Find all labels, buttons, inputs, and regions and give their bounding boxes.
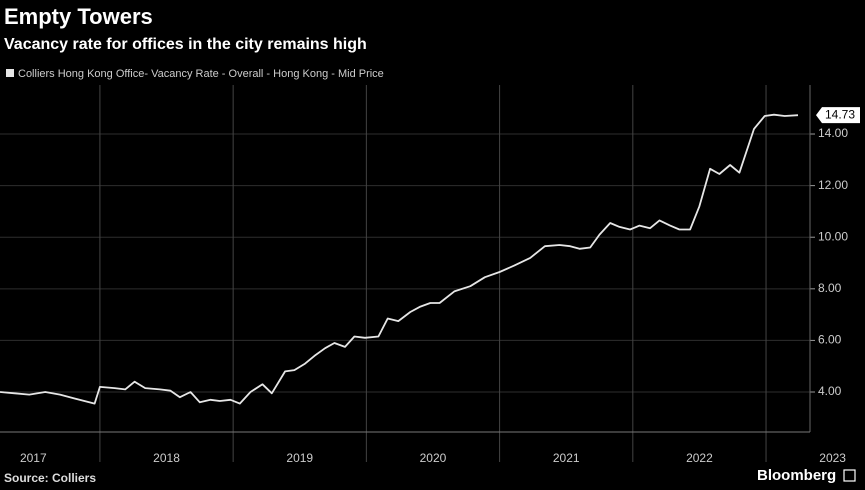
chart-title: Empty Towers <box>4 4 153 29</box>
y-tick-label: 10.00 <box>818 229 848 243</box>
y-tick-label: 8.00 <box>818 281 842 295</box>
x-tick-label: 2020 <box>420 451 447 465</box>
x-tick-label: 2017 <box>20 451 47 465</box>
legend-swatch <box>6 69 14 77</box>
value-label: 14.73 <box>825 107 855 121</box>
brand: Bloomberg <box>757 467 836 484</box>
y-tick-label: 6.00 <box>818 333 842 347</box>
value-label-box <box>816 107 860 124</box>
y-tick-label: 14.00 <box>818 126 848 140</box>
x-tick-label: 2018 <box>153 451 180 465</box>
x-tick-label: 2019 <box>286 451 313 465</box>
chart-subtitle: Vacancy rate for offices in the city rem… <box>4 36 367 53</box>
y-tick-label: 4.00 <box>818 384 842 398</box>
source: Source: Colliers <box>4 471 96 485</box>
x-tick-label: 2023 <box>819 451 846 465</box>
y-tick-label: 12.00 <box>818 178 848 192</box>
brand-icon <box>843 469 856 482</box>
line <box>0 113 799 405</box>
x-tick-label: 2021 <box>553 451 580 465</box>
legend-entry: Colliers Hong Kong Office- Vacancy Rate … <box>18 68 384 80</box>
x-tick-label: 2022 <box>686 451 713 465</box>
